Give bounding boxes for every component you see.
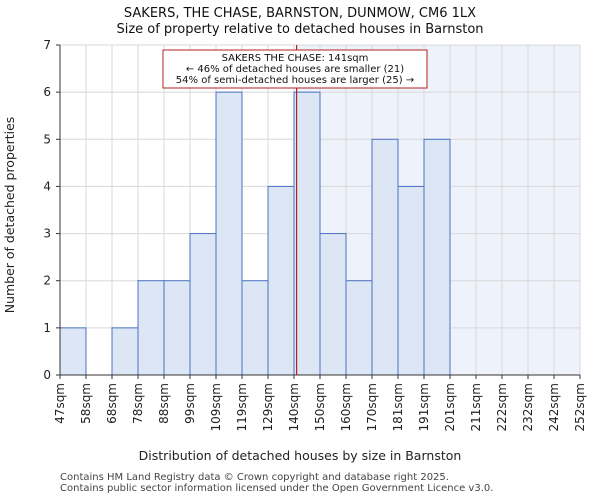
x-tick-label: 170sqm [365, 383, 379, 431]
x-tick-label: 109sqm [209, 383, 223, 431]
x-tick-label: 191sqm [417, 383, 431, 431]
annotation-line-3: 54% of semi-detached houses are larger (… [176, 75, 414, 86]
x-tick-label: 252sqm [573, 383, 587, 431]
chart-subtitle: Size of property relative to detached ho… [116, 22, 483, 37]
y-axis-label: Number of detached properties [2, 117, 17, 314]
bar-99sqm [189, 233, 217, 376]
x-tick-label: 88sqm [157, 383, 171, 424]
y-tick-label: 0 [43, 368, 51, 382]
y-tick-label: 4 [43, 179, 51, 193]
footer-line-1: Contains HM Land Registry data © Crown c… [60, 472, 449, 483]
y-tick-label: 7 [43, 38, 51, 52]
y-tick-label: 3 [43, 227, 51, 241]
x-tick-label: 47sqm [53, 383, 67, 424]
annotation-line-1: SAKERS THE CHASE: 141sqm [222, 53, 369, 64]
y-tick-label: 5 [43, 132, 51, 146]
bar-140sqm [293, 91, 321, 376]
x-tick-label: 160sqm [339, 383, 353, 431]
bar-119sqm [241, 280, 269, 376]
x-tick-label: 68sqm [105, 383, 119, 424]
x-tick-label: 129sqm [261, 383, 275, 431]
x-tick-label: 222sqm [495, 383, 509, 431]
x-tick-label: 232sqm [521, 383, 535, 431]
bar-47sqm [59, 327, 87, 376]
footer-line-2: Contains public sector information licen… [60, 483, 494, 494]
bar-88sqm [163, 280, 191, 376]
x-tick-label: 201sqm [443, 383, 457, 431]
bar-170sqm [371, 138, 399, 376]
bar-181sqm [397, 185, 425, 376]
plot-area: 0 1 2 3 4 5 6 7 47sqm 58sqm 68sqm 78sqm 88sqm 99sqm 10… [43, 38, 587, 431]
x-tick-label: 78sqm [131, 383, 145, 424]
bar-191sqm [423, 138, 451, 376]
bar-150sqm [319, 233, 347, 376]
x-tick-label: 150sqm [313, 383, 327, 431]
bar-78sqm [137, 280, 165, 376]
x-tick-label: 181sqm [391, 383, 405, 431]
x-tick-label: 242sqm [547, 383, 561, 431]
chart-title: SAKERS, THE CHASE, BARNSTON, DUNMOW, CM6… [124, 6, 476, 21]
bar-109sqm [215, 91, 243, 376]
x-tick-label: 119sqm [235, 383, 249, 431]
y-tick-label: 1 [43, 321, 51, 335]
x-axis-label: Distribution of detached houses by size … [139, 448, 462, 463]
bar-160sqm [345, 280, 373, 376]
x-tick-label: 58sqm [79, 383, 93, 424]
x-tick-label: 211sqm [469, 383, 483, 431]
bar-129sqm [267, 185, 295, 376]
x-tick-label: 99sqm [183, 383, 197, 424]
annotation-line-2: ← 46% of detached houses are smaller (21… [186, 64, 404, 75]
y-tick-label: 6 [43, 85, 51, 99]
y-tick-label: 2 [43, 274, 51, 288]
annotation-box [162, 49, 428, 89]
x-tick-label: 140sqm [287, 383, 301, 431]
bar-68sqm [111, 327, 139, 376]
